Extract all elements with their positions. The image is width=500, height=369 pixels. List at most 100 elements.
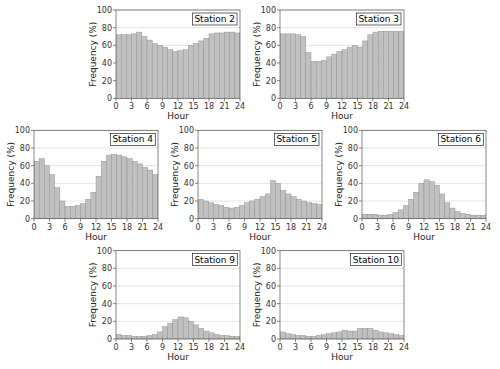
y-tick-label: 0 <box>189 215 194 224</box>
title: Station 2 <box>194 14 235 24</box>
bar <box>312 204 317 219</box>
x-tick-label: 0 <box>113 343 118 352</box>
x-tick-label: 3 <box>129 102 134 111</box>
y-tick <box>195 148 198 149</box>
x-tick <box>455 219 456 222</box>
x-tick <box>147 339 148 342</box>
x-tick-label: 18 <box>204 102 214 111</box>
bar <box>471 215 476 219</box>
bar <box>229 208 234 219</box>
y-tick-label: 100 <box>343 126 358 135</box>
x-tick-label: 6 <box>144 102 149 111</box>
y-tick <box>277 303 280 304</box>
x-tick <box>295 339 296 342</box>
bar <box>91 192 96 218</box>
bar <box>143 167 148 218</box>
panel: 03691215182124020406080100HourFrequency … <box>334 126 491 241</box>
x-tick <box>424 219 425 222</box>
bar <box>394 335 399 339</box>
x-tick-label: 0 <box>359 223 364 232</box>
y-tick <box>113 268 116 269</box>
bar <box>270 181 275 219</box>
bar <box>65 206 70 218</box>
bar <box>75 205 80 218</box>
label-box <box>110 133 155 145</box>
bar <box>378 31 383 98</box>
x-tick <box>65 219 66 222</box>
x-axis-label: Hour <box>331 111 353 121</box>
y-tick-label: 40 <box>266 300 276 309</box>
x-tick-label: 9 <box>160 102 165 111</box>
bar <box>157 332 162 339</box>
x-axis-label: Hour <box>85 232 107 242</box>
x-tick-label: 3 <box>293 343 298 352</box>
y-tick-label: 100 <box>97 6 112 15</box>
x-tick-label: 24 <box>235 102 245 111</box>
bar <box>142 37 147 99</box>
bar <box>465 214 470 218</box>
x-tick-label: 18 <box>122 223 132 232</box>
x-tick-label: 21 <box>301 223 311 232</box>
panel: 03691215182124020406080100HourFrequency … <box>252 247 409 362</box>
x-tick-label: 9 <box>78 223 83 232</box>
station-label: Station 3 <box>356 13 401 25</box>
grid-line <box>116 286 240 287</box>
x-tick-label: 12 <box>255 223 265 232</box>
x-tick-label: 0 <box>277 102 282 111</box>
bar <box>316 335 321 339</box>
x-tick-label: 18 <box>286 223 296 232</box>
x-tick-label: 18 <box>450 223 460 232</box>
y-tick <box>277 27 280 28</box>
x-tick <box>131 98 132 101</box>
y-tick <box>113 80 116 81</box>
bar <box>204 38 209 98</box>
x-tick <box>275 219 276 222</box>
plot-frame <box>116 251 240 339</box>
y-tick <box>195 165 198 166</box>
bar <box>399 31 404 98</box>
bar <box>219 33 224 98</box>
bar <box>301 335 306 339</box>
y-tick-label: 80 <box>348 144 358 153</box>
grid-line <box>280 321 404 322</box>
x-tick-label: 15 <box>188 343 198 352</box>
y-axis-label: Frequency (%) <box>252 262 262 327</box>
bar <box>101 161 106 218</box>
bar <box>50 175 55 219</box>
bar <box>34 161 39 218</box>
bar <box>142 336 147 339</box>
y-tick-label: 80 <box>102 264 112 273</box>
x-tick <box>162 98 163 101</box>
bar <box>317 205 322 219</box>
bar <box>424 180 429 219</box>
x-tick <box>373 339 374 342</box>
label-box <box>274 133 319 145</box>
label-box <box>438 133 483 145</box>
bars <box>362 180 486 219</box>
bar <box>460 213 465 218</box>
bar <box>290 34 295 98</box>
y-tick <box>113 321 116 322</box>
x-tick-label: 24 <box>481 223 491 232</box>
bar <box>117 155 122 219</box>
bars <box>116 32 240 98</box>
x-tick <box>439 219 440 222</box>
x-tick <box>142 219 143 222</box>
bar <box>286 194 291 219</box>
bar <box>188 321 193 339</box>
grid-line <box>362 148 486 149</box>
y-tick-label: 20 <box>184 197 194 206</box>
x-tick-label: 15 <box>270 223 280 232</box>
bar <box>358 47 363 98</box>
bar <box>183 318 188 339</box>
grid-line <box>362 165 486 166</box>
x-tick <box>373 98 374 101</box>
y-tick <box>113 98 116 99</box>
bar <box>285 334 290 339</box>
x-tick-label: 21 <box>219 102 229 111</box>
bar <box>388 214 393 218</box>
bar <box>81 204 86 219</box>
x-tick <box>111 219 112 222</box>
station-label: Station 4 <box>110 133 155 145</box>
bar <box>112 154 117 218</box>
